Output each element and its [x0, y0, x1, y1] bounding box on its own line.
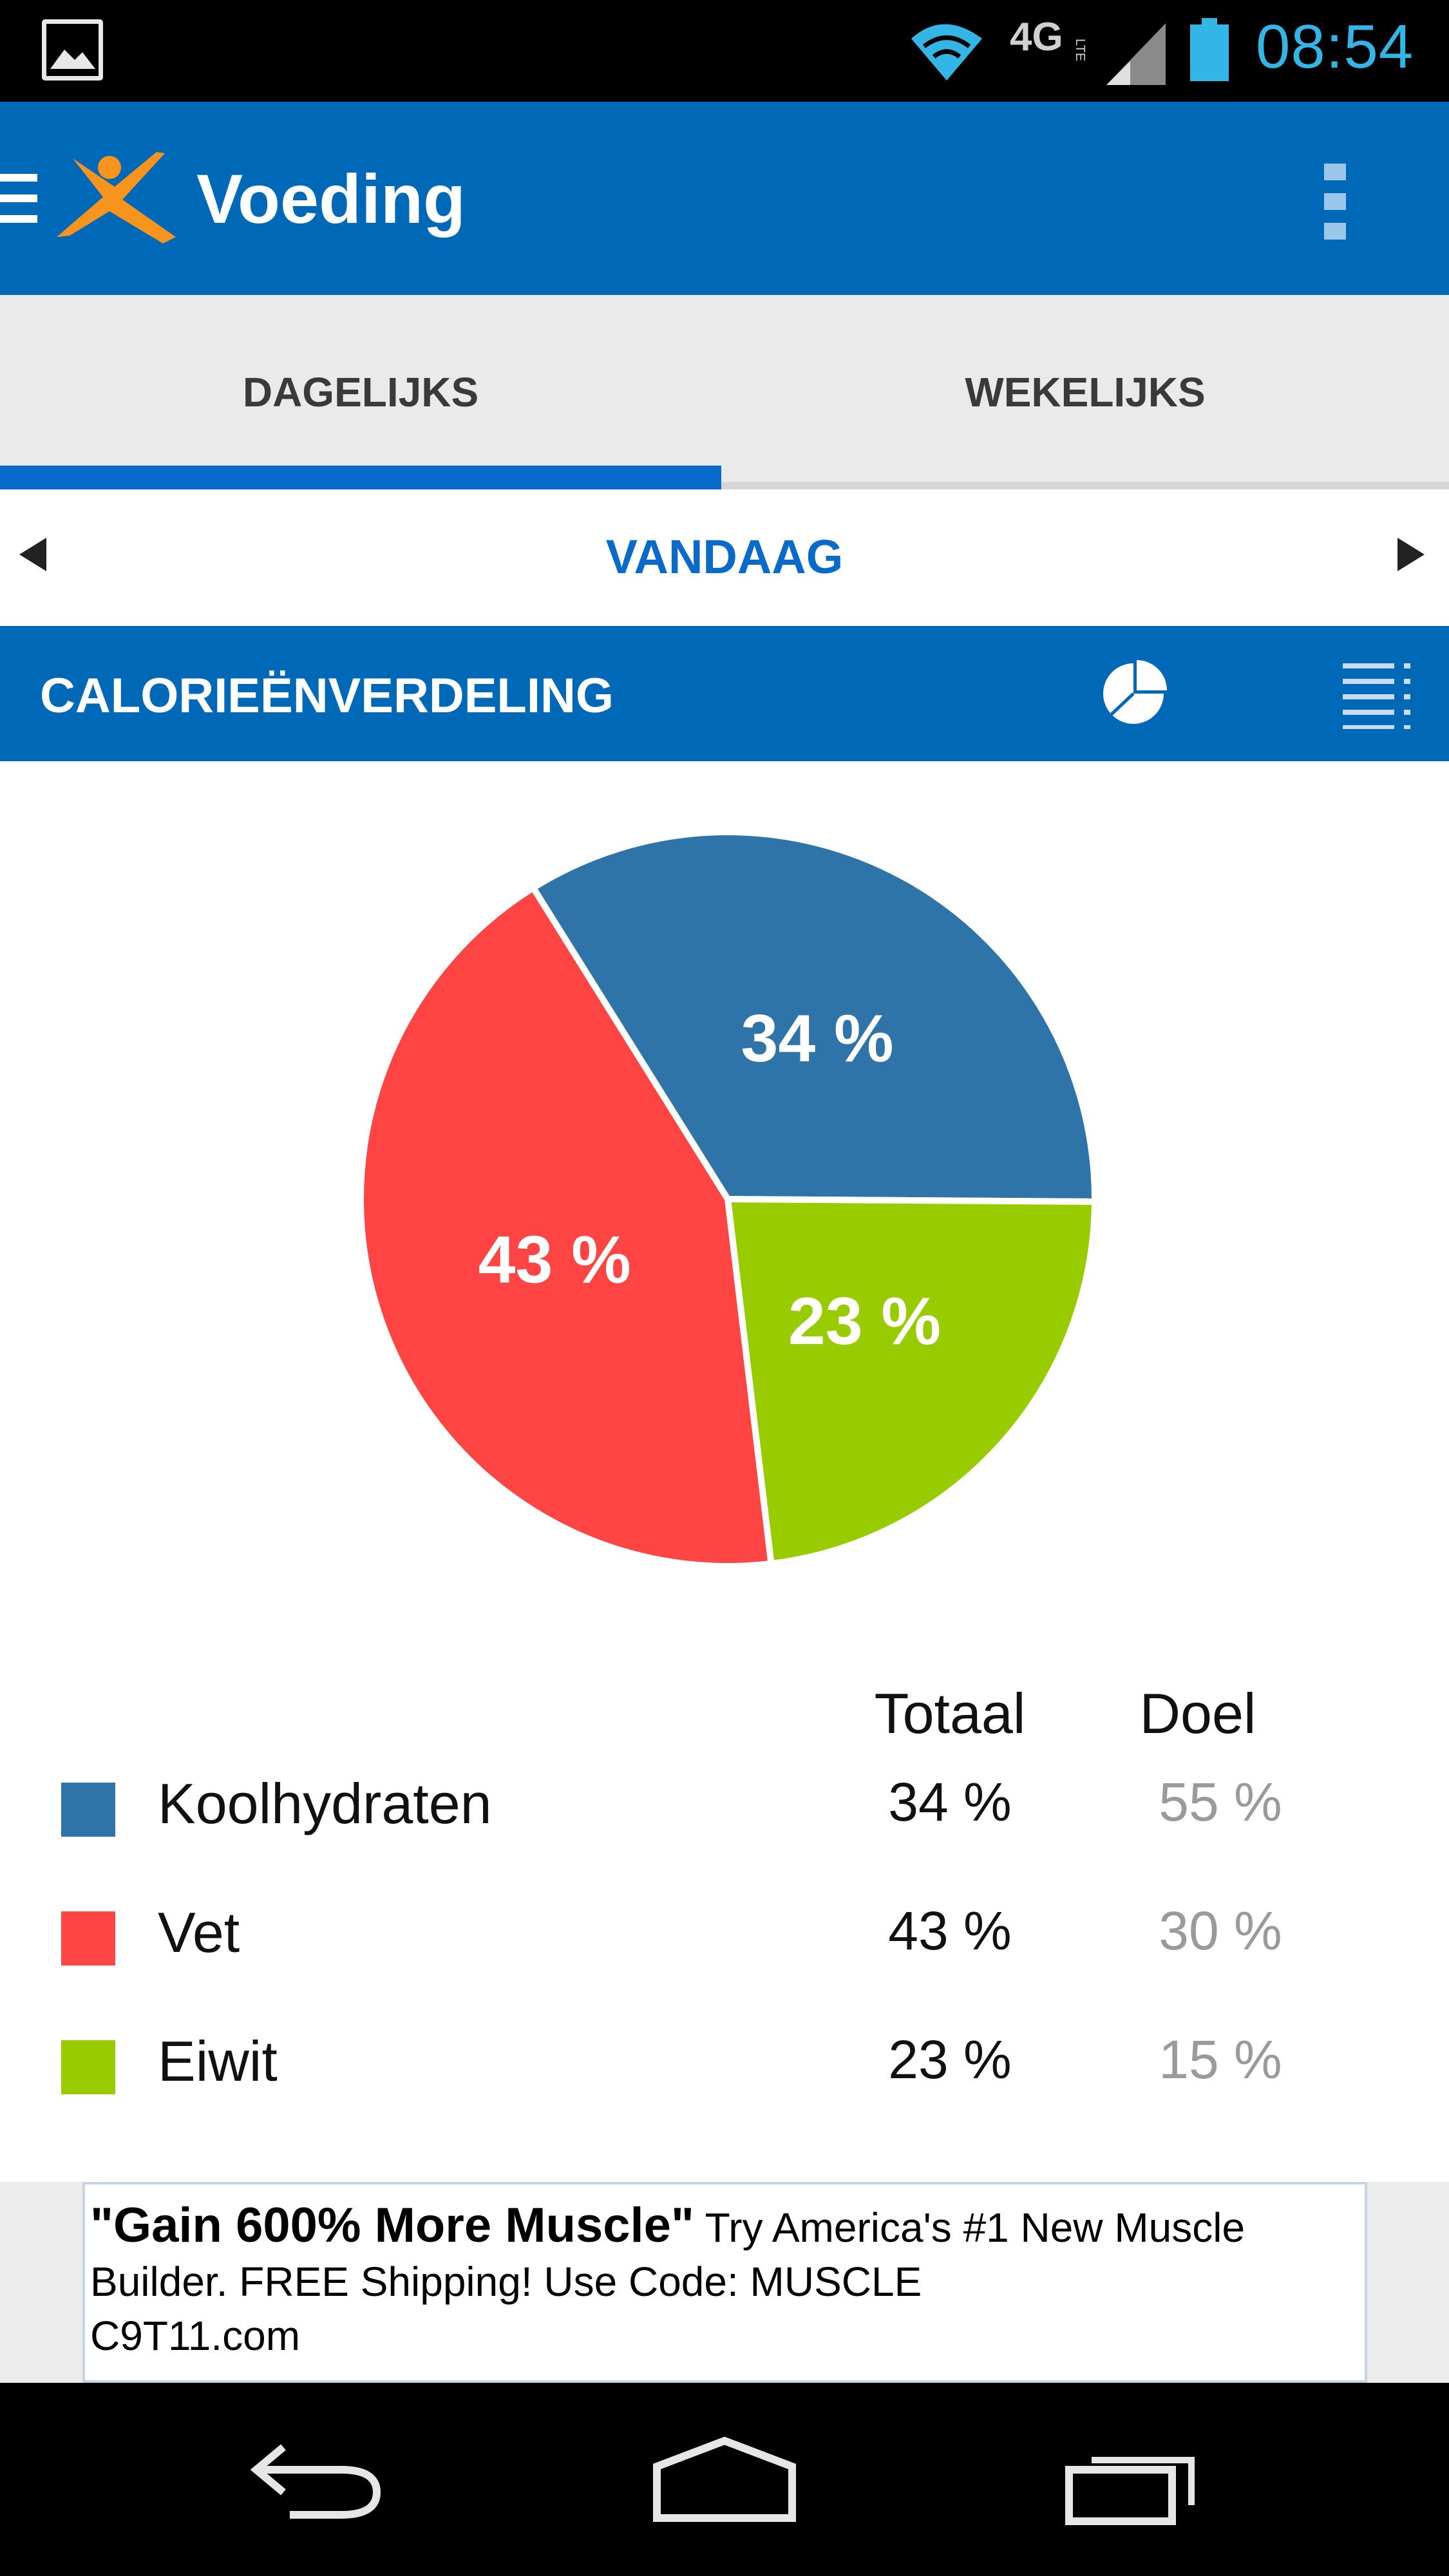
tab-weekly[interactable]: WEKELIJKS [965, 369, 1206, 415]
calorie-pie-chart: 34 % 23 % 43 % [357, 829, 1099, 1569]
table-row: Vet 43 % 30 % [0, 1886, 1449, 2014]
pie-slice-eiwit [724, 1195, 1099, 1567]
table-row: Eiwit 23 % 15 % [0, 2014, 1449, 2143]
ad-headline: "Gain 600% More Muscle" [90, 2198, 694, 2253]
date-label[interactable]: VANDAAG [605, 530, 844, 583]
pie-slice-vet [357, 883, 775, 1569]
tab-bar: DAGELIJKS WEKELIJKS [0, 295, 1449, 489]
tab-selected-indicator [0, 466, 721, 489]
app-logo-icon[interactable] [50, 147, 182, 253]
menu-icon[interactable] [0, 166, 41, 231]
status-bar: 4G LTE 08:54 [0, 0, 1449, 102]
action-bar: Voeding [0, 102, 1449, 295]
column-header-goal: Doel [1139, 1681, 1256, 1745]
ad-banner[interactable]: "Gain 600% More Muscle" Try America's #1… [82, 2182, 1367, 2383]
overflow-menu-icon[interactable] [1320, 160, 1351, 243]
legend-swatch [61, 1783, 115, 1837]
clock: 08:54 [1256, 12, 1414, 81]
cell-signal-icon [1106, 23, 1166, 85]
pie-view-icon[interactable] [1098, 658, 1169, 729]
row-goal: 15 % [1159, 2029, 1282, 2090]
row-total: 23 % [888, 2029, 1012, 2090]
row-label: Eiwit [158, 2029, 278, 2093]
network-type-label: 4G [1010, 15, 1063, 59]
ad-body: Try America's #1 New Muscle Builder. FRE… [90, 2204, 1245, 2305]
row-total: 43 % [888, 1900, 1012, 1961]
tab-baseline [721, 482, 1449, 489]
ad-area: "Gain 600% More Muscle" Try America's #1… [0, 2182, 1449, 2383]
gallery-icon [42, 19, 103, 80]
row-label: Koolhydraten [158, 1772, 492, 1835]
row-total: 34 % [888, 1772, 1012, 1832]
legend-swatch [61, 1911, 115, 1965]
pie-label-vet: 43 % [478, 1223, 631, 1298]
legend-swatch [61, 2040, 115, 2094]
pie-label-eiwit: 23 % [788, 1284, 941, 1359]
tab-daily[interactable]: DAGELIJKS [242, 369, 479, 415]
wifi-icon [911, 24, 982, 80]
row-goal: 30 % [1159, 1900, 1282, 1961]
table-row: Koolhydraten 34 % 55 % [0, 1757, 1449, 1886]
row-label: Vet [158, 1900, 240, 1964]
section-header: CALORIEËNVERDELING [0, 626, 1449, 761]
battery-icon [1190, 18, 1229, 81]
list-view-icon[interactable] [1343, 658, 1420, 729]
svg-text:LTE: LTE [1073, 39, 1087, 61]
next-day-arrow-icon[interactable] [1397, 538, 1425, 571]
date-navigator: VANDAAG [0, 489, 1449, 626]
status-icons: 4G LTE [911, 15, 1166, 85]
back-icon[interactable] [245, 2434, 393, 2531]
pie-label-koolhydraten: 34 % [741, 1001, 894, 1076]
home-icon[interactable] [644, 2434, 805, 2531]
row-goal: 55 % [1159, 1772, 1282, 1832]
ad-url[interactable]: C9T11.com [90, 2313, 301, 2359]
previous-day-arrow-icon[interactable] [19, 538, 46, 571]
app-title: Voeding [196, 160, 466, 238]
recent-apps-icon[interactable] [1056, 2434, 1204, 2531]
navigation-bar [0, 2383, 1449, 2576]
section-title: CALORIEËNVERDELING [40, 668, 614, 723]
column-header-total: Totaal [874, 1681, 1026, 1745]
